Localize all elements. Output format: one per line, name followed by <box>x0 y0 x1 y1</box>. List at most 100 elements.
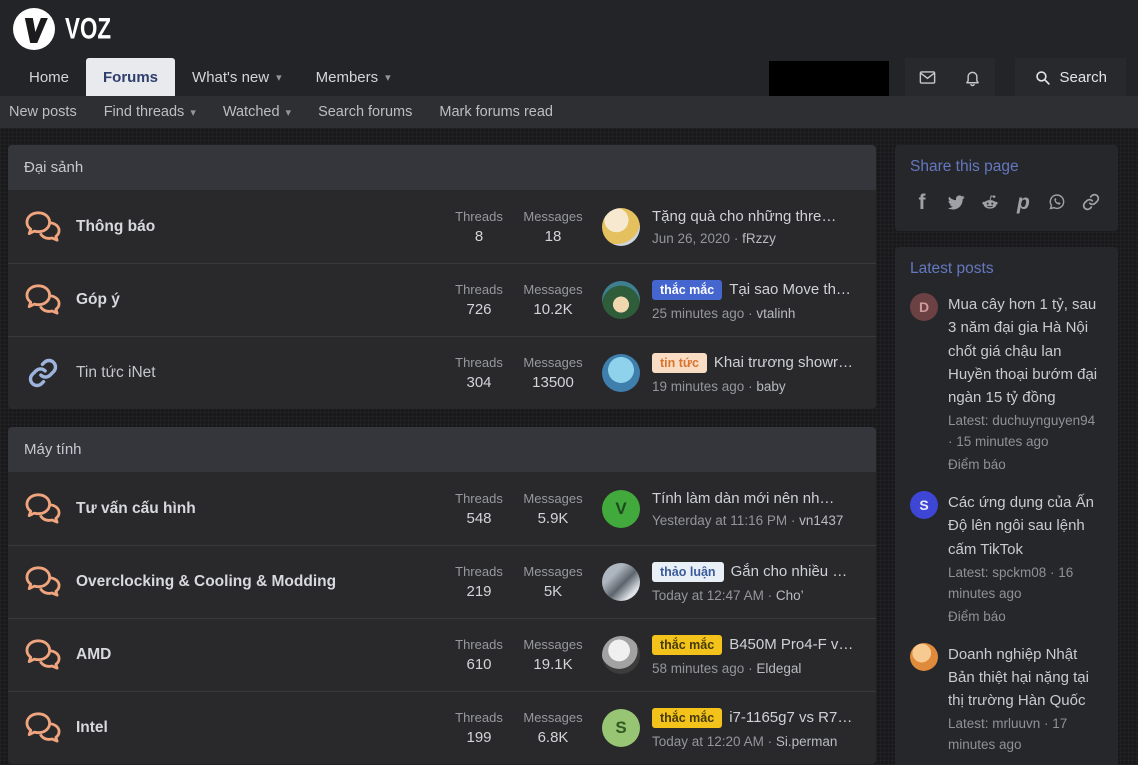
threads-count: 8 <box>474 227 484 245</box>
latest-thread-link[interactable]: Tặng quà cho những thre… <box>652 207 837 225</box>
inbox-button[interactable] <box>905 58 950 96</box>
threads-stat: Threads 219 <box>442 564 516 600</box>
latest-thread-link[interactable]: i7-1165g7 vs R7… <box>729 709 853 726</box>
forum-row-overclocking: Overclocking & Cooling & Modding Threads… <box>8 545 876 618</box>
latest-time[interactable]: Yesterday at 11:16 PM <box>652 512 788 528</box>
forum-title[interactable]: Thông báo <box>76 217 156 235</box>
latest-time[interactable]: Today at 12:20 AM <box>652 733 764 749</box>
avatar[interactable]: V <box>602 489 640 528</box>
category-header[interactable]: Máy tính <box>8 427 876 472</box>
latest-time[interactable]: 25 minutes ago <box>652 305 745 321</box>
chat-bubbles-icon <box>24 492 62 526</box>
messages-label: Messages <box>523 710 583 725</box>
post-title[interactable]: Các ứng dụng của Ấn Độ lên ngôi sau lệnh… <box>948 494 1094 558</box>
forum-title[interactable]: Tin tức iNet <box>76 364 156 381</box>
post-meta: Latest: mrluuvn · 17 minutes ago <box>948 716 1068 753</box>
twitter-icon[interactable] <box>945 191 967 213</box>
threads-count: 726 <box>466 301 492 318</box>
messages-label: Messages <box>523 355 583 370</box>
chevron-down-icon: ▾ <box>190 106 196 119</box>
latest-thread-link[interactable]: B450M Pro4-F v… <box>729 636 854 653</box>
latest-post: thắc mắc B450M Pro4-F v… 58 minutes ago … <box>652 634 860 676</box>
nav-members[interactable]: Members ▾ <box>299 58 408 96</box>
subnav-label: Mark forums read <box>439 104 553 120</box>
subnav-mark-forums-read[interactable]: Mark forums read <box>439 104 553 120</box>
facebook-icon[interactable]: f <box>918 190 926 214</box>
avatar[interactable] <box>602 563 640 601</box>
separator: · <box>733 230 739 246</box>
latest-thread-link[interactable]: Tính làm dàn mới nên nh… <box>652 489 835 507</box>
pinterest-icon[interactable]: p <box>1016 190 1030 214</box>
chevron-down-icon: ▾ <box>385 71 391 84</box>
latest-thread-link[interactable]: Tại sao Move th… <box>729 281 851 298</box>
messages-stat: Messages 5.9K <box>516 491 590 527</box>
post-title[interactable]: Mua cây hơn 1 tỷ, sau 3 năm đại gia Hà N… <box>948 296 1098 406</box>
voz-logo[interactable]: VOZ <box>12 7 123 51</box>
thread-prefix-badge[interactable]: thắc mắc <box>652 279 723 300</box>
latest-time[interactable]: 19 minutes ago <box>652 378 745 394</box>
avatar[interactable]: D <box>910 293 938 321</box>
latest-time[interactable]: Today at 12:47 AM <box>652 587 764 603</box>
sidebar: Share this page f <box>895 145 1118 765</box>
messages-label: Messages <box>523 637 583 652</box>
forum-title[interactable]: Intel <box>76 719 108 736</box>
avatar[interactable]: S <box>602 709 640 747</box>
thread-prefix-badge[interactable]: tin tức <box>652 352 707 373</box>
alerts-button[interactable] <box>950 58 995 96</box>
content: Đại sảnh Thông báo Threads <box>0 128 1138 765</box>
subnav-new-posts[interactable]: New posts <box>9 104 77 120</box>
username-redacted-box[interactable] <box>769 61 890 96</box>
messages-label: Messages <box>523 282 583 297</box>
share-block: Share this page f <box>895 145 1118 231</box>
forum-title[interactable]: Tư vấn cấu hình <box>76 499 196 517</box>
subnav-find-threads[interactable]: Find threads ▾ <box>104 104 196 120</box>
forum-row-intel: Intel Threads 199 Messages 6.8K S th <box>8 691 876 764</box>
thread-prefix-badge[interactable]: thảo luận <box>652 561 724 582</box>
latest-user[interactable]: Eldegal <box>756 660 802 676</box>
whatsapp-icon[interactable] <box>1046 191 1068 213</box>
latest-time[interactable]: Jun 26, 2020 <box>652 230 731 246</box>
subnav-watched[interactable]: Watched ▾ <box>223 104 291 120</box>
latest-thread-link[interactable]: Khai trương showr… <box>713 354 854 371</box>
post-title[interactable]: Doanh nghiệp Nhật Bản thiệt hại nặng tại… <box>948 645 1089 710</box>
avatar[interactable] <box>602 354 640 392</box>
latest-user[interactable]: Si.perman <box>775 733 838 749</box>
avatar[interactable]: S <box>910 491 938 520</box>
latest-thread-link[interactable]: Gắn cho nhiều … <box>730 563 848 580</box>
subnav-label: New posts <box>9 104 77 120</box>
thread-prefix-badge[interactable]: thắc mắc <box>652 707 723 728</box>
thread-prefix-badge[interactable]: thắc mắc <box>652 634 723 655</box>
forum-title[interactable]: Overclocking & Cooling & Modding <box>76 573 337 590</box>
chat-bubbles-icon <box>24 283 62 317</box>
forum-title[interactable]: AMD <box>76 646 112 663</box>
share-link-icon[interactable] <box>1080 191 1102 213</box>
latest-user[interactable]: baby <box>756 378 786 394</box>
latest-user[interactable]: fRzzy <box>742 230 776 246</box>
latest-user[interactable]: Cho’ <box>775 587 804 603</box>
latest-post: Tính làm dàn mới nên nh… Yesterday at 11… <box>652 490 860 528</box>
threads-stat: Threads 199 <box>442 710 516 746</box>
post-forum[interactable]: Điểm báo <box>948 457 1006 473</box>
latest-user[interactable]: vn1437 <box>799 512 844 528</box>
post-forum[interactable]: Điểm báo <box>948 608 1006 624</box>
chat-bubbles-icon <box>24 711 62 745</box>
category-header[interactable]: Đại sảnh <box>8 145 876 190</box>
latest-post-item: D Mua cây hơn 1 tỷ, sau 3 năm đại gia Hà… <box>910 293 1103 476</box>
nav-forums[interactable]: Forums <box>86 58 176 96</box>
messages-stat: Messages 13500 <box>516 355 590 391</box>
chat-bubbles-icon <box>24 565 62 599</box>
reddit-icon[interactable] <box>979 191 1001 213</box>
subnav-search-forums[interactable]: Search forums <box>318 104 412 120</box>
search-button[interactable]: Search <box>1015 58 1126 96</box>
latest-post-item: S Các ứng dụng của Ấn Độ lên ngôi sau lệ… <box>910 491 1103 628</box>
forum-title[interactable]: Góp ý <box>76 291 120 308</box>
avatar[interactable] <box>602 207 640 246</box>
avatar[interactable] <box>910 642 938 671</box>
threads-count: 610 <box>466 656 492 673</box>
latest-time[interactable]: 58 minutes ago <box>652 660 745 676</box>
nav-home[interactable]: Home <box>12 58 86 96</box>
latest-user[interactable]: vtalinh <box>756 305 796 321</box>
nav-whats-new[interactable]: What's new ▾ <box>175 58 299 96</box>
avatar[interactable] <box>602 636 640 674</box>
avatar[interactable] <box>602 281 640 319</box>
